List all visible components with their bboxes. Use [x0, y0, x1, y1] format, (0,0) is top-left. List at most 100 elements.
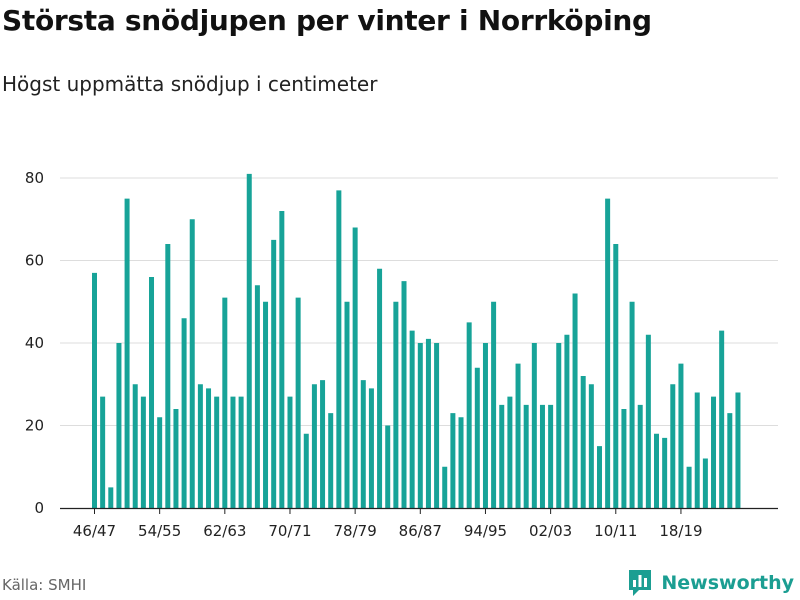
bar-chart-logo-icon	[629, 570, 652, 596]
bar	[662, 437, 668, 509]
x-tick-label: 94/95	[464, 522, 507, 540]
bar	[360, 380, 366, 509]
x-tick-label: 10/11	[594, 522, 637, 540]
chart-subtitle: Högst uppmätta snödjup i centimeter	[2, 72, 378, 96]
bar	[165, 244, 171, 508]
bar	[564, 334, 570, 508]
x-tick-label: 62/63	[203, 522, 246, 540]
bar	[556, 343, 562, 508]
bar	[409, 330, 415, 509]
bar	[702, 458, 708, 508]
bar	[385, 425, 391, 508]
bar	[222, 297, 228, 509]
brand-logo[interactable]: Newsworthy	[627, 568, 794, 598]
bar	[344, 301, 350, 508]
bar	[197, 384, 203, 508]
bar	[719, 330, 725, 509]
bar	[645, 334, 651, 508]
y-tick-label: 80	[25, 169, 44, 187]
bar	[482, 343, 488, 508]
bar	[328, 413, 334, 509]
chart-title: Största snödjupen per vinter i Norrköpin…	[2, 4, 652, 37]
bar	[352, 227, 358, 508]
bar	[206, 388, 212, 509]
bar	[686, 466, 692, 508]
bar	[474, 367, 480, 508]
bar	[727, 413, 733, 509]
bar	[466, 322, 472, 509]
bar	[621, 409, 627, 508]
bar	[613, 244, 619, 508]
bar	[678, 363, 684, 509]
bar	[100, 396, 106, 509]
bar	[263, 301, 269, 508]
bar	[149, 277, 155, 508]
bar	[735, 392, 741, 508]
bar	[629, 301, 635, 508]
y-tick-label: 0	[34, 499, 44, 517]
bar	[238, 396, 244, 509]
bar	[295, 297, 301, 509]
bar	[254, 285, 260, 508]
source-note: Källa: SMHI	[2, 576, 87, 594]
bar	[124, 198, 130, 509]
y-tick-label: 40	[25, 334, 44, 352]
bar	[393, 301, 399, 508]
bar	[491, 301, 497, 508]
bar	[637, 404, 643, 509]
bar	[548, 404, 554, 509]
bar	[287, 396, 293, 509]
y-tick-label: 20	[25, 417, 44, 435]
bar	[425, 338, 431, 509]
bar	[654, 433, 659, 508]
bar	[173, 409, 179, 508]
bar	[670, 384, 676, 508]
bar	[434, 343, 440, 508]
bar	[303, 433, 309, 508]
bar	[401, 281, 407, 509]
bar	[442, 466, 448, 508]
x-tick-label: 86/87	[399, 522, 442, 540]
x-tick-label: 18/19	[659, 522, 702, 540]
bar	[417, 343, 423, 508]
bar	[132, 384, 138, 508]
bar	[368, 388, 374, 509]
bar	[572, 293, 578, 508]
bar	[588, 384, 594, 508]
bar	[694, 392, 700, 508]
bar	[311, 384, 317, 508]
bar	[539, 404, 545, 509]
bar	[596, 446, 602, 509]
bar	[92, 272, 97, 509]
bar	[181, 318, 187, 508]
x-tick-label: 02/03	[529, 522, 572, 540]
bar	[214, 396, 220, 509]
bar	[140, 396, 146, 509]
bar	[499, 404, 505, 509]
bar	[279, 211, 285, 508]
x-tick-label: 70/71	[268, 522, 311, 540]
bar	[605, 198, 611, 509]
bar	[507, 396, 513, 509]
bar	[450, 413, 456, 509]
bar	[108, 487, 114, 509]
bar	[320, 380, 326, 509]
bar	[271, 239, 277, 509]
y-tick-label: 60	[25, 252, 44, 270]
bar	[246, 173, 252, 509]
bar	[157, 417, 163, 508]
bar	[580, 376, 586, 508]
x-tick-label: 54/55	[138, 522, 181, 540]
x-tick-label: 78/79	[334, 522, 377, 540]
bar	[711, 396, 717, 509]
bar	[515, 363, 521, 509]
brand-name: Newsworthy	[661, 572, 794, 594]
bar	[458, 417, 464, 508]
bar	[531, 343, 537, 508]
x-tick-label: 46/47	[73, 522, 116, 540]
bar	[336, 190, 342, 509]
bar	[116, 343, 122, 508]
bar	[189, 219, 195, 508]
bar	[377, 268, 383, 508]
